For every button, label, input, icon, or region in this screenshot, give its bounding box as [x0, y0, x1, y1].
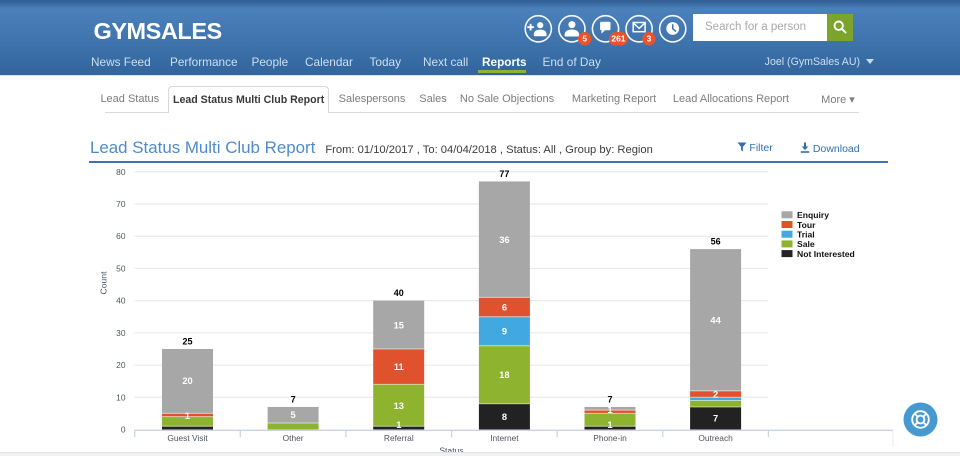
svg-text:5: 5 [582, 34, 587, 44]
svg-text:36: 36 [499, 235, 509, 245]
svg-text:7: 7 [291, 394, 296, 404]
svg-text:6: 6 [502, 303, 507, 313]
svg-text:Phone-in: Phone-in [593, 433, 627, 443]
svg-text:9: 9 [502, 327, 507, 337]
svg-text:80: 80 [116, 167, 126, 177]
svg-text:261: 261 [611, 34, 625, 44]
svg-text:Tour: Tour [797, 220, 816, 230]
svg-text:10: 10 [116, 392, 126, 402]
svg-text:3: 3 [647, 34, 652, 44]
svg-text:Count: Count [99, 271, 109, 295]
svg-text:77: 77 [499, 169, 509, 179]
svg-text:40: 40 [394, 288, 404, 298]
svg-text:8: 8 [502, 412, 507, 422]
svg-text:20: 20 [116, 360, 126, 370]
svg-text:25: 25 [182, 337, 192, 347]
svg-text:60: 60 [116, 231, 126, 241]
svg-text:0: 0 [121, 425, 126, 435]
svg-text:2: 2 [713, 389, 718, 399]
svg-text:40: 40 [116, 296, 126, 306]
svg-text:Guest Visit: Guest Visit [167, 433, 208, 443]
svg-text:1: 1 [185, 411, 190, 421]
svg-text:30: 30 [116, 328, 126, 338]
svg-text:44: 44 [710, 315, 721, 325]
svg-text:Other: Other [283, 433, 304, 443]
svg-text:Trial: Trial [797, 230, 815, 240]
svg-text:15: 15 [394, 320, 404, 330]
svg-text:5: 5 [291, 410, 296, 420]
svg-text:Internet: Internet [490, 433, 519, 443]
svg-text:50: 50 [116, 263, 126, 273]
svg-text:13: 13 [394, 401, 404, 411]
svg-text:1: 1 [396, 420, 401, 430]
svg-text:Not Interested: Not Interested [797, 249, 855, 259]
svg-text:18: 18 [499, 370, 509, 380]
svg-text:7: 7 [713, 414, 718, 424]
svg-text:Status: Status [439, 446, 463, 456]
svg-text:7: 7 [607, 394, 612, 404]
svg-text:Outreach: Outreach [698, 433, 733, 443]
svg-text:70: 70 [116, 199, 126, 209]
svg-text:Enquiry: Enquiry [797, 210, 829, 220]
svg-text:Referral: Referral [384, 433, 414, 443]
svg-text:56: 56 [711, 237, 721, 247]
svg-text:11: 11 [394, 362, 404, 372]
svg-text:1: 1 [607, 405, 612, 415]
svg-text:Sale: Sale [797, 239, 815, 249]
svg-text:1: 1 [607, 420, 612, 430]
svg-text:20: 20 [182, 376, 192, 386]
